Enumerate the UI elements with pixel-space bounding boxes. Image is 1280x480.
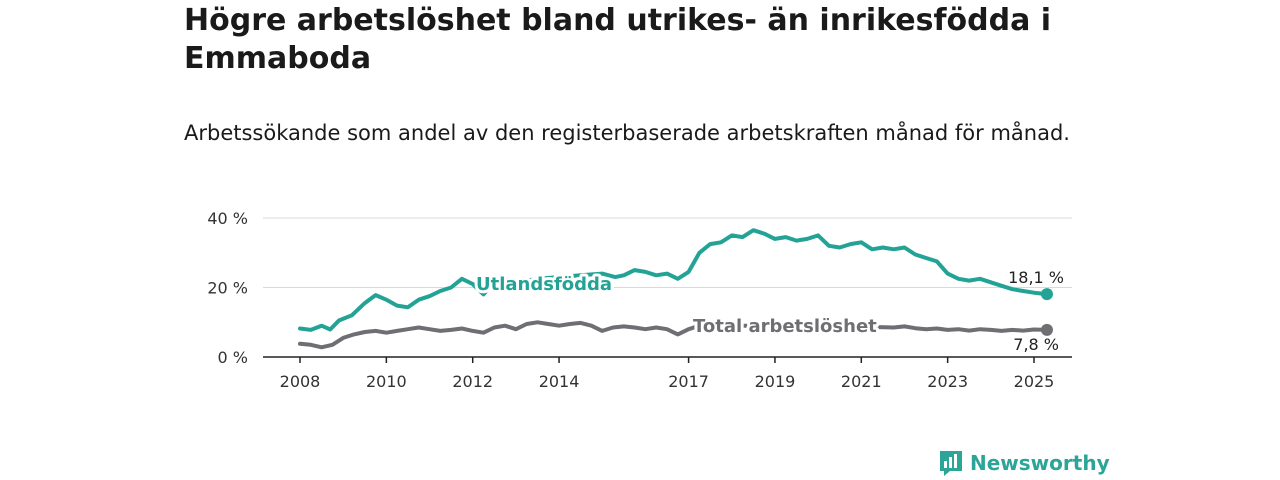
series-line-0 (298, 228, 1049, 332)
x-tick-label: 2021 (841, 372, 882, 391)
y-tick-label: 20 % (207, 279, 248, 298)
x-tick-label: 2017 (668, 372, 709, 391)
series-name-label-0: Utlandsfödda (476, 274, 612, 295)
x-tick-label: 2023 (927, 372, 968, 391)
x-tick-label: 2010 (366, 372, 407, 391)
series-end-point-0 (1040, 288, 1053, 301)
series-line-1 (298, 320, 1049, 350)
axes: 0 % 20 % 40 % 2008 2010 2012 2014 2017 2019 2021 2… (207, 209, 1072, 391)
series-labels: Utlandsfödda Total arbetslöshet 18,1 % 7,8 … (473, 266, 1066, 356)
x-tick-label: 2008 (280, 372, 321, 391)
series-end-point-1 (1040, 323, 1053, 336)
page-subtitle: Arbetssökande som andel av den registerb… (184, 121, 1070, 145)
series-lines (298, 228, 1053, 350)
series-end-label-0: 18,1 % (1008, 268, 1064, 287)
page-title: Högre arbetslöshet bland utrikes- än inr… (184, 3, 1052, 76)
brand-name: Newsworthy (970, 451, 1110, 475)
x-tick-label: 2025 (1014, 372, 1055, 391)
series-end-label-1: 7,8 % (1013, 335, 1059, 354)
y-tick-label: 0 % (218, 348, 248, 367)
newsworthy-logo: Newsworthy (938, 449, 1110, 477)
y-tick-label: 40 % (207, 209, 248, 228)
bar-chart-logo-icon (940, 451, 962, 476)
series-name-label-1: Total arbetslöshet (693, 316, 877, 337)
x-tick-label: 2014 (539, 372, 580, 391)
x-tick-label: 2012 (452, 372, 493, 391)
x-tick-label: 2019 (755, 372, 796, 391)
gridlines (263, 217, 1072, 288)
